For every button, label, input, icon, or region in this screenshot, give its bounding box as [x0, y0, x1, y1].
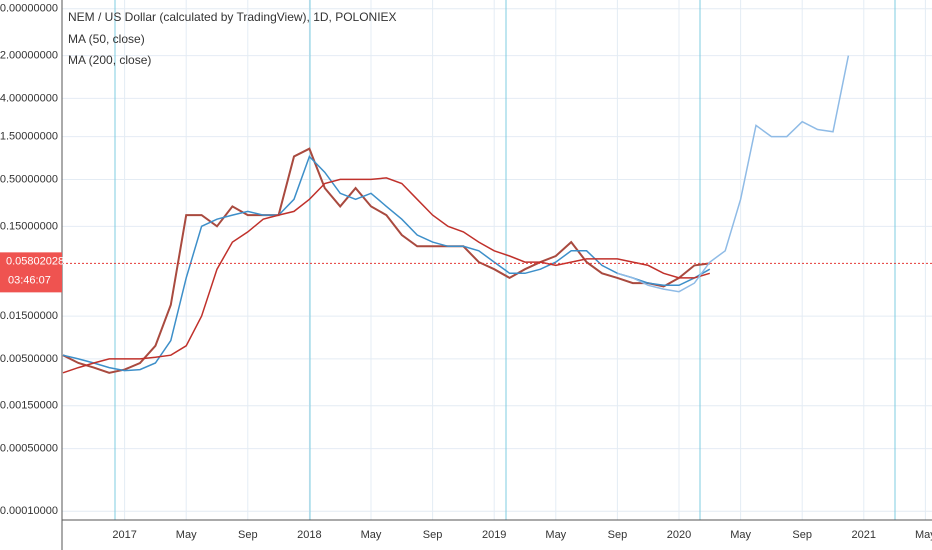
y-tick-label: 0.00010000 — [0, 505, 58, 517]
series-line — [62, 155, 711, 372]
period-markers — [114, 0, 896, 520]
legend-entry: MA (50, close) — [68, 32, 145, 46]
countdown-label: 03:46:07 — [8, 274, 51, 286]
y-tick-label: 1.50000000 — [0, 131, 58, 143]
y-tick-label: 12.00000000 — [0, 50, 58, 62]
y-tick-label: 0.00050000 — [0, 443, 58, 455]
y-tick-label: 0.01500000 — [0, 310, 58, 322]
series-line — [62, 147, 710, 374]
x-tick-label: Sep — [423, 529, 443, 541]
y-tick-label: 0.15000000 — [0, 220, 58, 232]
x-tick-label: 2021 — [852, 529, 876, 541]
last-price-box — [0, 252, 62, 293]
y-tick-label: 40.00000000 — [0, 3, 58, 15]
series-line — [62, 177, 711, 374]
y-tick-label: 0.50000000 — [0, 173, 58, 185]
x-tick-label: 2017 — [112, 529, 136, 541]
x-tick-label: Sep — [238, 529, 258, 541]
x-tick-label: May — [730, 529, 751, 541]
series-line — [617, 55, 850, 293]
last-price-label: 0.05802028 — [6, 255, 64, 267]
y-tick-label: 0.00500000 — [0, 353, 58, 365]
y-tick-label: 0.00150000 — [0, 400, 58, 412]
x-tick-label: May — [361, 529, 382, 541]
chart-title: NEM / US Dollar (calculated by TradingVi… — [68, 10, 397, 24]
x-tick-label: 2018 — [297, 529, 321, 541]
x-tick-label: May — [915, 529, 932, 541]
x-tick-label: Sep — [608, 529, 628, 541]
labels: 40.00000000 12.00000000 4.00000000 1.500000… — [0, 3, 932, 541]
x-tick-label: May — [176, 529, 197, 541]
x-tick-label: 2020 — [667, 529, 691, 541]
x-tick-label: May — [545, 529, 566, 541]
plot — [62, 55, 932, 374]
x-tick-label: Sep — [792, 529, 812, 541]
x-tick-label: 2019 — [482, 529, 506, 541]
legend-entry: MA (200, close) — [68, 53, 151, 67]
grid — [62, 0, 932, 520]
y-tick-label: 4.00000000 — [0, 92, 58, 104]
